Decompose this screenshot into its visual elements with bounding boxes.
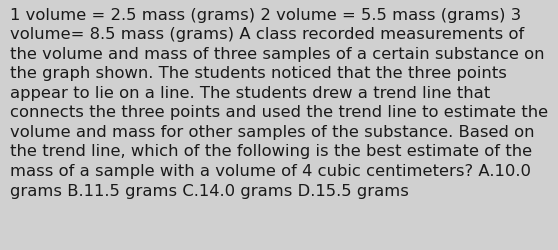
Text: 1 volume = 2.5 mass (grams) 2 volume = 5.5 mass (grams) 3
volume= 8.5 mass (gram: 1 volume = 2.5 mass (grams) 2 volume = 5… [10, 8, 548, 198]
